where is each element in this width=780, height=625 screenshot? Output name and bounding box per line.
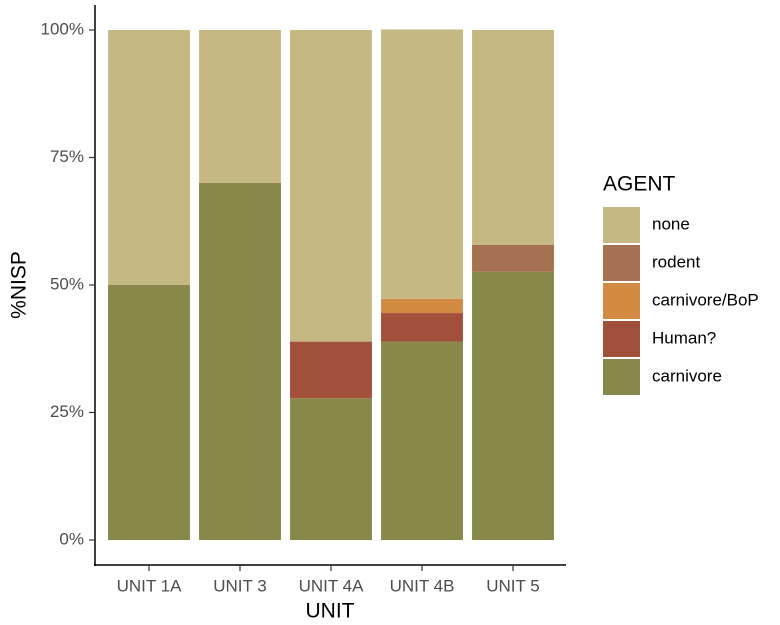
legend-key: [603, 283, 640, 319]
y-axis-title: %NISP: [8, 251, 31, 319]
legend-label: none: [652, 214, 690, 233]
y-tick-label: 75%: [50, 147, 84, 166]
bar-segment: [472, 271, 554, 540]
y-tick-label: 0%: [59, 529, 84, 548]
bar-segment: [381, 29, 463, 299]
bar-segment: [381, 341, 463, 540]
legend-label: carnivore: [652, 366, 722, 385]
legend-key: [603, 321, 640, 357]
legend-key: [603, 359, 640, 395]
bar-segment: [290, 398, 372, 540]
bar-segment: [108, 285, 190, 540]
bar-segment: [290, 341, 372, 399]
x-tick-label: UNIT 4B: [390, 576, 455, 595]
x-tick-label: UNIT 5: [486, 576, 540, 595]
x-tick-label: UNIT 3: [213, 576, 267, 595]
legend-label: rodent: [652, 252, 700, 271]
y-tick-label: 25%: [50, 402, 84, 421]
legend-key: [603, 245, 640, 281]
x-tick-label: UNIT 4A: [299, 576, 365, 595]
legend-key: [603, 207, 640, 243]
bar-segment: [199, 30, 281, 183]
bar-segment: [290, 30, 372, 342]
x-axis-title: UNIT: [306, 600, 355, 623]
bar-segment: [472, 244, 554, 272]
y-tick-label: 50%: [50, 274, 84, 293]
legend-label: Human?: [652, 328, 716, 347]
bar-segment: [381, 313, 463, 342]
legend-title: AGENT: [603, 173, 676, 196]
x-tick-label: UNIT 1A: [117, 576, 183, 595]
bar-segment: [381, 298, 463, 314]
bar-segment: [199, 183, 281, 540]
legend-label: carnivore/BoP: [652, 290, 759, 309]
bar-segment: [108, 30, 190, 285]
y-tick-label: 100%: [41, 19, 84, 38]
bar-segment: [472, 30, 554, 245]
